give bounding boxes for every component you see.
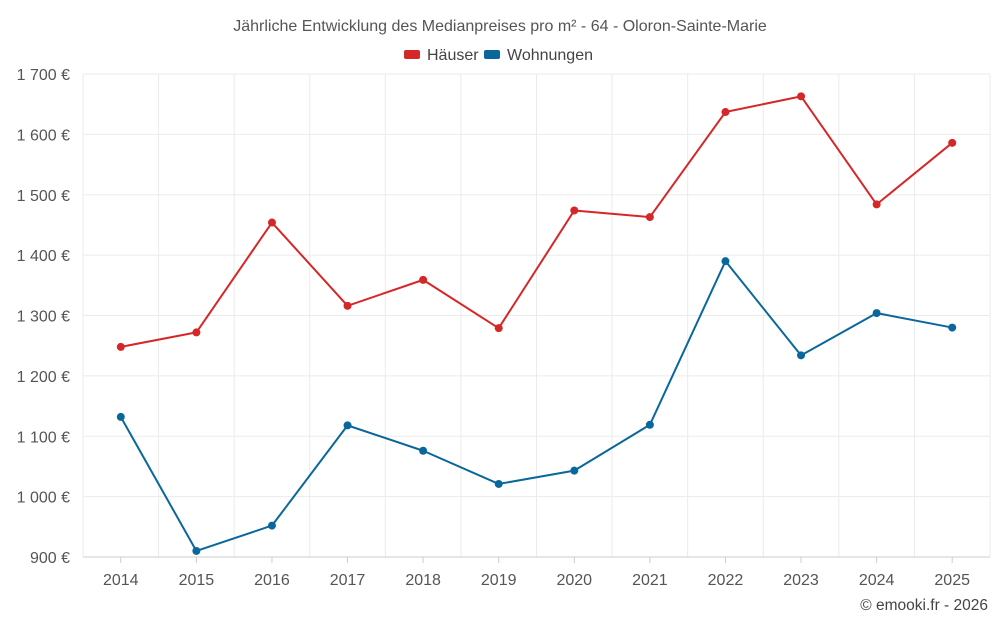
data-point-wohnungen[interactable] xyxy=(872,309,881,318)
data-point-haeuser[interactable] xyxy=(192,328,201,337)
x-tick-label: 2017 xyxy=(330,572,366,589)
data-point-haeuser[interactable] xyxy=(419,275,428,284)
data-point-wohnungen[interactable] xyxy=(721,257,730,266)
data-point-haeuser[interactable] xyxy=(797,92,806,101)
x-tick-label: 2019 xyxy=(481,572,517,589)
data-point-haeuser[interactable] xyxy=(570,206,579,215)
data-point-haeuser[interactable] xyxy=(494,324,503,333)
x-tick-label: 2018 xyxy=(405,572,441,589)
y-tick-label: 1 700 € xyxy=(17,67,70,84)
y-tick-label: 1 400 € xyxy=(17,248,70,265)
data-point-wohnungen[interactable] xyxy=(797,351,806,360)
legend: Häuser Wohnungen xyxy=(404,47,593,64)
data-point-wohnungen[interactable] xyxy=(494,479,503,488)
x-tick-label: 2025 xyxy=(934,572,970,589)
legend-swatch-haeuser xyxy=(404,50,420,59)
data-point-wohnungen[interactable] xyxy=(419,446,428,455)
credit-text: © emooki.fr - 2026 xyxy=(860,597,988,614)
data-point-wohnungen[interactable] xyxy=(267,521,276,530)
legend-label-wohnungen[interactable]: Wohnungen xyxy=(507,47,593,64)
data-point-wohnungen[interactable] xyxy=(116,412,125,421)
x-tick-label: 2021 xyxy=(632,572,668,589)
x-tick-label: 2023 xyxy=(783,572,819,589)
data-point-haeuser[interactable] xyxy=(872,200,881,209)
y-tick-label: 1 100 € xyxy=(17,429,70,446)
series-group xyxy=(116,92,957,555)
x-tick-label: 2014 xyxy=(103,572,139,589)
y-tick-label: 1 300 € xyxy=(17,309,70,326)
data-point-haeuser[interactable] xyxy=(267,218,276,227)
data-point-wohnungen[interactable] xyxy=(343,421,352,430)
chart-title: Jährliche Entwicklung des Medianpreises … xyxy=(233,18,767,35)
legend-swatch-wohnungen xyxy=(484,50,500,59)
data-point-wohnungen[interactable] xyxy=(645,420,654,429)
y-tick-label: 1 500 € xyxy=(17,188,70,205)
y-tick-label: 1 200 € xyxy=(17,369,70,386)
x-tick-label: 2024 xyxy=(859,572,895,589)
data-point-haeuser[interactable] xyxy=(116,342,125,351)
data-point-haeuser[interactable] xyxy=(721,108,730,117)
data-point-haeuser[interactable] xyxy=(645,213,654,222)
x-tick-label: 2020 xyxy=(556,572,592,589)
data-point-haeuser[interactable] xyxy=(343,301,352,310)
y-axis: 900 € 1 000 € 1 100 € 1 200 € 1 300 € 1 400 €… xyxy=(17,67,70,567)
x-tick-label: 2015 xyxy=(179,572,215,589)
grid xyxy=(82,73,991,558)
legend-label-haeuser[interactable]: Häuser xyxy=(427,47,479,64)
y-tick-label: 900 € xyxy=(30,550,70,567)
data-point-wohnungen[interactable] xyxy=(948,323,957,332)
y-tick-label: 1 600 € xyxy=(17,127,70,144)
x-tick-label: 2016 xyxy=(254,572,290,589)
x-axis: 2014 2015 2016 2017 2018 2019 2020 2021 2022 2023… xyxy=(83,556,990,589)
series-line-haeuser xyxy=(120,95,953,348)
series-line-wohnungen xyxy=(119,260,953,552)
data-point-haeuser[interactable] xyxy=(948,138,957,147)
y-tick-label: 1 000 € xyxy=(17,490,70,507)
x-tick-label: 2022 xyxy=(708,572,744,589)
data-point-wohnungen[interactable] xyxy=(192,546,201,555)
data-point-wohnungen[interactable] xyxy=(570,466,579,475)
